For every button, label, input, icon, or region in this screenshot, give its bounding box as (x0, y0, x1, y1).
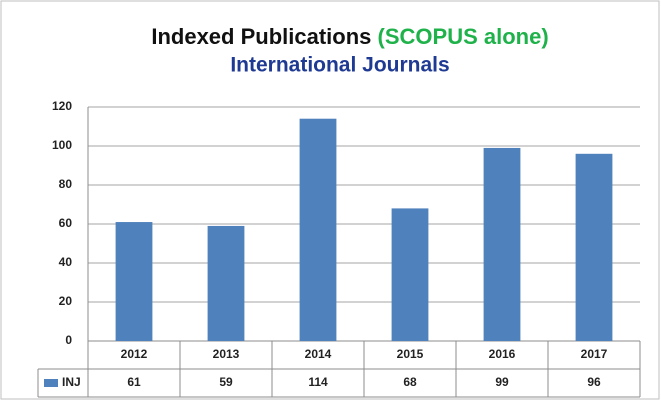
table-value: 96 (587, 375, 601, 389)
table-value: 68 (403, 375, 417, 389)
legend-key (44, 379, 58, 387)
table-value: 99 (495, 375, 509, 389)
chart-title-line: Indexed Publications (SCOPUS alone) (151, 24, 548, 49)
x-tick-label: 2015 (397, 347, 424, 361)
table-value: 59 (219, 375, 233, 389)
table-value: 61 (127, 375, 141, 389)
bar (483, 147, 521, 341)
legend-label: INJ (62, 375, 81, 389)
bar (115, 222, 153, 341)
x-tick-label: 2017 (581, 347, 608, 361)
y-tick-label: 20 (59, 294, 73, 308)
y-tick-label: 60 (59, 216, 73, 230)
bar (207, 225, 245, 341)
x-tick-label: 2016 (489, 347, 516, 361)
y-tick-label: 0 (65, 333, 72, 347)
y-tick-label: 80 (59, 177, 73, 191)
y-tick-label: 120 (52, 99, 72, 113)
bar (299, 118, 337, 341)
y-tick-label: 40 (59, 255, 73, 269)
x-tick-label: 2013 (213, 347, 240, 361)
chart-title-highlight: (SCOPUS alone) (378, 24, 549, 49)
chart-subtitle: International Journals (230, 54, 449, 77)
y-tick-label: 100 (52, 138, 72, 152)
bar (575, 153, 613, 341)
chart-title: Indexed Publications (151, 24, 371, 49)
bar (391, 208, 429, 341)
table-value: 114 (308, 375, 328, 389)
x-tick-label: 2014 (305, 347, 332, 361)
x-tick-label: 2012 (121, 347, 148, 361)
